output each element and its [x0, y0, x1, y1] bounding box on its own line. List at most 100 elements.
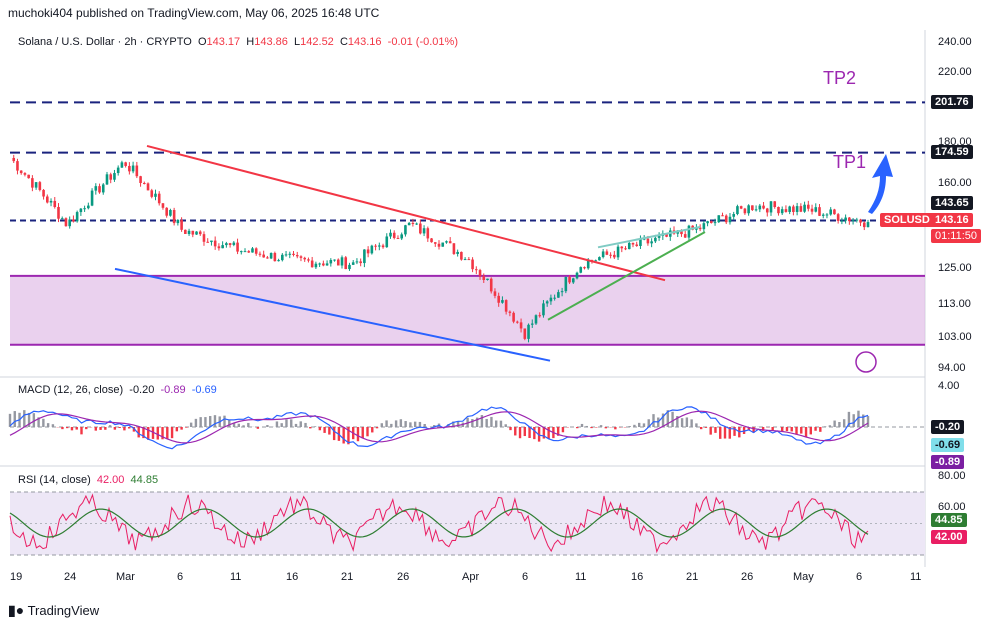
x-tick: 6	[856, 571, 863, 583]
candle-body	[19, 170, 23, 174]
macd-histogram-bar	[714, 427, 717, 433]
macd-tag: -0.20	[931, 420, 965, 434]
candle-body	[583, 267, 586, 269]
candle-body	[441, 242, 445, 247]
candle-body	[516, 321, 519, 323]
candle-body	[609, 254, 612, 256]
candle-body	[642, 238, 646, 240]
candle-body	[228, 243, 232, 245]
macd-histogram-bar	[509, 427, 512, 431]
candle-body	[512, 312, 515, 322]
macd-histogram-bar	[862, 414, 865, 427]
candle-body	[586, 260, 590, 269]
macd-histogram-bar	[666, 410, 669, 427]
candle-body	[426, 228, 430, 239]
candle-body	[773, 201, 777, 208]
candle-body	[12, 157, 16, 162]
macd-histogram-bar	[852, 414, 855, 427]
rsi-value: 42.00	[96, 474, 125, 486]
candle-body	[46, 196, 49, 203]
candle-body	[210, 240, 213, 243]
wedge-upper-line	[597, 226, 701, 249]
candle-body	[195, 231, 198, 235]
macd-histogram-bar	[781, 427, 784, 432]
macd-histogram-bar	[380, 423, 383, 427]
candle-body	[310, 260, 314, 268]
candle-body	[646, 238, 650, 244]
candle-body	[161, 203, 165, 208]
candle-body	[833, 209, 836, 215]
macd-histogram-bar	[790, 427, 793, 432]
candle-body	[751, 205, 754, 211]
candle-body	[150, 190, 154, 197]
candle-body	[217, 246, 221, 249]
x-tick: 6	[177, 571, 184, 583]
candle-body	[594, 260, 597, 262]
candle-body	[325, 263, 329, 266]
candle-body	[355, 261, 359, 263]
candle-body	[613, 254, 616, 258]
candle-body	[329, 260, 333, 264]
candle-body	[437, 243, 441, 247]
candle-body	[557, 292, 560, 298]
candle-body	[180, 219, 183, 230]
candle-body	[258, 253, 262, 255]
macd-histogram-bar	[318, 427, 322, 431]
candle-body	[687, 225, 691, 238]
candle-body	[807, 204, 810, 209]
candle-body	[810, 208, 814, 212]
macd-histogram-bar	[771, 427, 774, 431]
macd-histogram-bar	[795, 427, 798, 435]
macd-histogram-bar	[647, 419, 650, 427]
candle-body	[840, 220, 844, 222]
macd-histogram-bar	[61, 427, 64, 430]
macd-legend: MACD (12, 26, close) -0.20 -0.89 -0.69	[18, 384, 217, 396]
macd-histogram-bar	[175, 427, 179, 432]
macd-histogram-bar	[85, 427, 88, 430]
candle-body	[542, 303, 545, 316]
candle-body	[184, 229, 187, 234]
macd-histogram-bar	[228, 420, 231, 427]
candle-body	[389, 232, 392, 237]
macd-histogram-bar	[385, 420, 388, 427]
macd-histogram-bar	[671, 411, 674, 427]
candle-body	[60, 218, 64, 220]
macd-histogram-bar	[518, 427, 522, 439]
candle-body	[363, 249, 366, 264]
candle-body	[381, 245, 385, 248]
candle-body	[198, 231, 202, 235]
candle-body	[736, 206, 739, 215]
candle-body	[98, 186, 101, 193]
x-tick: 16	[286, 571, 299, 583]
macd-histogram-bar	[576, 427, 579, 429]
candle-body	[142, 182, 146, 184]
macd-histogram-bar	[485, 418, 488, 427]
candle-body	[698, 227, 702, 230]
macd-histogram-bar	[809, 427, 812, 435]
x-tick: 21	[686, 571, 699, 583]
macd-histogram-bar	[828, 425, 832, 427]
candle-body	[38, 182, 42, 190]
macd-histogram-bar	[232, 422, 236, 427]
candle-body	[187, 230, 191, 234]
candle-body	[57, 206, 60, 219]
macd-histogram-bar	[580, 423, 584, 427]
macd-histogram-bar	[113, 427, 117, 430]
macd-histogram-bar	[866, 416, 870, 427]
candle-body	[803, 204, 806, 212]
candle-body	[639, 238, 642, 246]
candle-body	[575, 272, 579, 279]
candle-body	[124, 162, 127, 166]
close-label: C	[339, 36, 348, 48]
candle-body	[710, 221, 713, 224]
candle-body	[475, 269, 478, 271]
x-tick: 16	[631, 571, 644, 583]
candle-body	[471, 259, 474, 270]
macd-histogram-bar	[556, 427, 560, 436]
macd-histogram-bar	[785, 427, 789, 432]
macd-histogram-bar	[342, 427, 345, 444]
candle-body	[83, 208, 86, 210]
candle-body	[254, 248, 258, 254]
x-tick: 24	[64, 571, 77, 583]
rsi-legend: RSI (14, close) 42.00 44.85	[18, 474, 158, 486]
